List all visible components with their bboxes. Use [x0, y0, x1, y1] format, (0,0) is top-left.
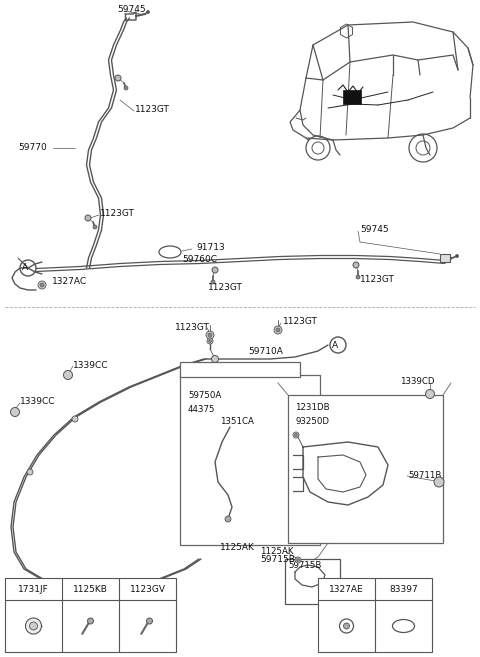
Text: 93250D: 93250D — [295, 417, 329, 426]
Circle shape — [115, 75, 121, 81]
Circle shape — [208, 333, 212, 337]
Bar — [285, 559, 340, 604]
Text: A: A — [332, 340, 338, 350]
Circle shape — [293, 432, 299, 438]
Bar — [343, 90, 361, 104]
Circle shape — [124, 86, 128, 90]
Text: 1351CA: 1351CA — [220, 417, 254, 426]
Circle shape — [206, 331, 214, 339]
Text: 59710A: 59710A — [248, 346, 283, 355]
Circle shape — [87, 618, 94, 624]
Circle shape — [295, 557, 301, 563]
Text: 1125AK: 1125AK — [220, 543, 255, 553]
Text: 59760C: 59760C — [182, 256, 217, 265]
Text: 1125AK: 1125AK — [260, 547, 293, 556]
Circle shape — [25, 618, 41, 634]
Circle shape — [344, 623, 349, 629]
Bar — [180, 375, 320, 545]
Text: 59745: 59745 — [360, 225, 389, 235]
Bar — [440, 254, 450, 262]
Bar — [318, 578, 432, 652]
Text: 1125KB: 1125KB — [73, 585, 108, 593]
Text: 1327AC: 1327AC — [52, 277, 87, 286]
Text: 1327AE: 1327AE — [329, 585, 364, 593]
Circle shape — [353, 262, 359, 268]
Circle shape — [434, 477, 444, 487]
Text: 1339CC: 1339CC — [20, 397, 56, 407]
Text: 59750A: 59750A — [188, 390, 221, 399]
Circle shape — [425, 390, 434, 399]
Circle shape — [212, 267, 218, 273]
Text: 1123GT: 1123GT — [100, 210, 135, 219]
Circle shape — [276, 328, 280, 332]
Text: 1123GT: 1123GT — [360, 275, 395, 284]
Circle shape — [207, 338, 213, 344]
Text: 1123GT: 1123GT — [175, 323, 210, 332]
Text: 59711B: 59711B — [408, 470, 442, 480]
Circle shape — [297, 558, 300, 562]
Text: 59715B: 59715B — [260, 556, 295, 564]
Text: 83397: 83397 — [389, 585, 418, 593]
Text: 1731JF: 1731JF — [18, 585, 49, 593]
Text: 1339CC: 1339CC — [73, 361, 108, 369]
Bar — [180, 362, 300, 377]
Circle shape — [295, 434, 298, 436]
Circle shape — [85, 215, 91, 221]
Circle shape — [11, 407, 20, 417]
Text: 1123GT: 1123GT — [208, 284, 243, 292]
Circle shape — [146, 618, 153, 624]
Circle shape — [274, 326, 282, 334]
Text: 44375: 44375 — [188, 405, 216, 415]
Circle shape — [29, 622, 37, 630]
Text: 1339CD: 1339CD — [400, 378, 434, 386]
Text: 59745: 59745 — [117, 5, 145, 14]
Circle shape — [208, 340, 212, 342]
Text: 1231DB: 1231DB — [295, 403, 330, 411]
Text: 1123GT: 1123GT — [283, 317, 318, 327]
Circle shape — [93, 225, 97, 229]
Text: 1123GV: 1123GV — [130, 585, 166, 593]
Circle shape — [38, 281, 46, 289]
Circle shape — [225, 516, 231, 522]
Text: 59770: 59770 — [18, 143, 47, 152]
Circle shape — [356, 275, 360, 279]
Circle shape — [456, 254, 458, 258]
Text: 91713: 91713 — [196, 244, 225, 252]
Circle shape — [40, 283, 44, 287]
Circle shape — [72, 416, 78, 422]
Text: 59715B: 59715B — [288, 560, 322, 570]
Bar — [5, 578, 176, 652]
Text: 1123GT: 1123GT — [135, 106, 170, 114]
Circle shape — [63, 371, 72, 380]
Circle shape — [211, 280, 215, 284]
Circle shape — [27, 469, 33, 475]
Text: A: A — [22, 263, 28, 273]
Bar — [288, 395, 443, 543]
Circle shape — [146, 11, 149, 14]
Circle shape — [212, 355, 218, 363]
